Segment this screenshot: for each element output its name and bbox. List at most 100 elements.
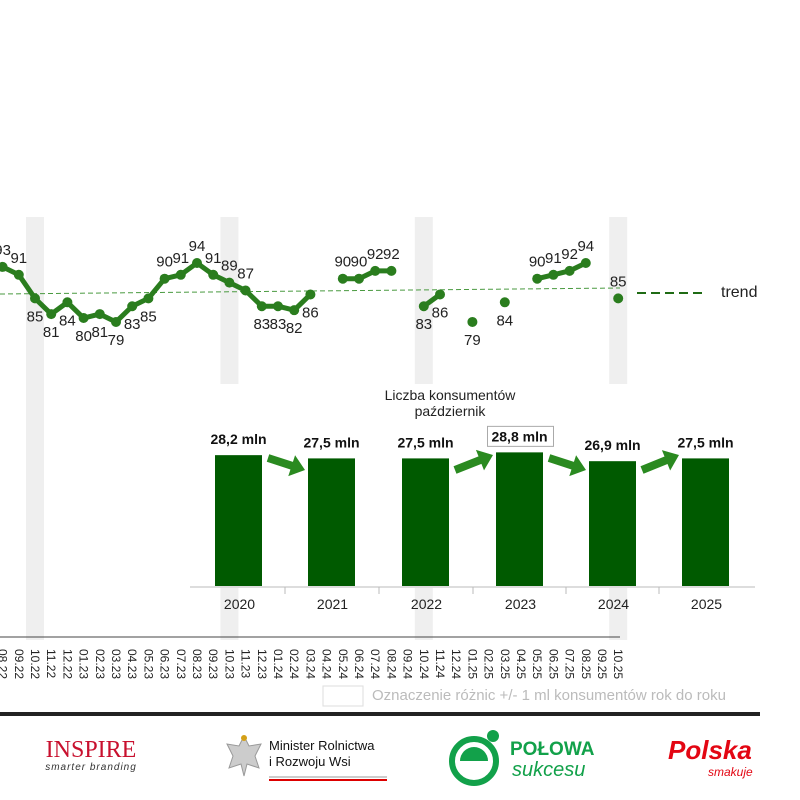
polowa-line2: sukcesu <box>512 759 586 781</box>
line-points <box>0 258 624 327</box>
x-tick-label: 12.23 <box>255 649 269 679</box>
x-tick-label: 12.24 <box>449 649 463 679</box>
year-label: 2025 <box>691 596 722 612</box>
data-label: 90 <box>156 254 173 271</box>
data-label: 86 <box>432 304 449 321</box>
data-point <box>354 273 364 284</box>
data-label: 94 <box>577 238 594 255</box>
trend-line <box>0 287 621 295</box>
ministry-line2: i Rozwoju Wsi <box>269 754 351 769</box>
data-point <box>94 309 105 320</box>
data-point <box>289 305 300 316</box>
bar-value-label: 28,8 mln <box>491 428 547 444</box>
data-label: 90 <box>351 254 368 271</box>
year-label: 2022 <box>411 596 442 612</box>
data-point <box>418 301 429 312</box>
data-point <box>224 277 235 288</box>
data-label: 85 <box>610 273 627 290</box>
data-label: 92 <box>367 246 384 263</box>
inspire-logo-name: INSPIRE <box>45 737 137 763</box>
arrow-2022-2023 <box>453 449 494 474</box>
x-tick-label: 11.23 <box>239 649 253 678</box>
data-label: 83 <box>253 316 270 333</box>
data-point <box>111 316 121 327</box>
x-tick-label: 09.25 <box>595 649 609 679</box>
year-label: 2024 <box>598 596 629 612</box>
data-label: 79 <box>108 332 125 349</box>
data-point <box>532 273 543 284</box>
x-tick-label: 03.23 <box>109 649 123 679</box>
x-tick-label: 10.22 <box>28 649 42 679</box>
x-tick-label: 08.24 <box>384 649 398 679</box>
bar-2020 <box>215 455 262 586</box>
x-tick-label: 01.24 <box>271 649 285 679</box>
bar-2025 <box>682 458 729 586</box>
polowa-sukcesu-logo: POŁOWA sukcesu <box>448 727 613 787</box>
data-point <box>337 273 348 284</box>
x-tick-label: 03.25 <box>498 649 512 679</box>
data-label: 79 <box>464 332 481 349</box>
x-tick-label: 12.22 <box>60 649 74 679</box>
inspire-logo-tagline: smarter branding <box>45 762 137 773</box>
data-label: 83 <box>415 316 432 333</box>
data-point <box>127 301 138 312</box>
ministry-line1: Minister Rolnictwa <box>269 738 375 753</box>
bar-value-label: 27,5 mln <box>397 434 453 450</box>
data-point <box>175 269 186 280</box>
data-point <box>46 309 57 320</box>
data-point <box>159 273 170 284</box>
bar-2024 <box>589 461 636 586</box>
data-point <box>208 269 219 280</box>
x-tick-label: 05.25 <box>530 649 544 679</box>
arrow-2024-2025 <box>640 450 680 474</box>
x-tick-label: 06.23 <box>158 649 172 679</box>
data-point <box>240 285 251 296</box>
data-point <box>192 258 202 268</box>
bar-value-label: 26,9 mln <box>584 437 640 453</box>
legend-swatch <box>322 685 364 707</box>
data-point <box>548 269 559 280</box>
data-label: 90 <box>334 254 351 271</box>
data-point <box>78 313 89 324</box>
data-point <box>386 265 397 276</box>
polowa-emblem-icon <box>449 730 499 786</box>
x-tick-label: 10.23 <box>222 649 236 679</box>
x-tick-label: 07.25 <box>563 649 577 679</box>
data-point <box>273 301 283 312</box>
data-label: 85 <box>140 308 157 325</box>
arrow-2023-2024 <box>547 454 587 477</box>
boxed-label-frame <box>487 425 554 447</box>
arrow-2020-2021 <box>266 454 306 477</box>
bar-chart-background <box>190 384 760 588</box>
x-tick-label: 03.24 <box>303 649 317 679</box>
data-label: 92 <box>561 246 578 263</box>
year-label: 2020 <box>224 596 255 612</box>
x-tick-label: 11.24 <box>433 649 447 678</box>
bar-chart-title: Liczba konsumentów <box>385 387 517 403</box>
x-tick-label: 02.23 <box>93 649 107 679</box>
x-tick-label: 10.24 <box>417 649 431 679</box>
data-point <box>580 258 591 268</box>
footer-divider <box>0 712 760 716</box>
data-point <box>13 269 24 280</box>
x-tick-label: 06.24 <box>352 649 366 679</box>
x-tick-label: 07.24 <box>368 649 382 679</box>
line-segment <box>340 268 394 282</box>
data-label: 84 <box>496 312 513 329</box>
data-label: 91 <box>172 250 189 267</box>
x-tick-label: 06.25 <box>546 649 560 679</box>
x-tick-label: 01.25 <box>465 649 479 679</box>
data-point <box>467 316 478 327</box>
data-point <box>564 265 575 276</box>
data-label: 81 <box>91 324 108 341</box>
polska-smakuje-logo: Polska smakuje <box>668 735 763 785</box>
polska-line1: Polska <box>668 735 752 765</box>
polska-line2: smakuje <box>708 765 753 779</box>
highlight-band-10.22 <box>26 217 44 640</box>
data-label: 86 <box>302 304 319 321</box>
data-label: 84 <box>59 312 76 329</box>
x-tick-label: 11.22 <box>44 649 58 678</box>
data-point <box>499 297 510 308</box>
line-data-labels: 9391858184808179838590919491898783838286… <box>0 238 627 349</box>
